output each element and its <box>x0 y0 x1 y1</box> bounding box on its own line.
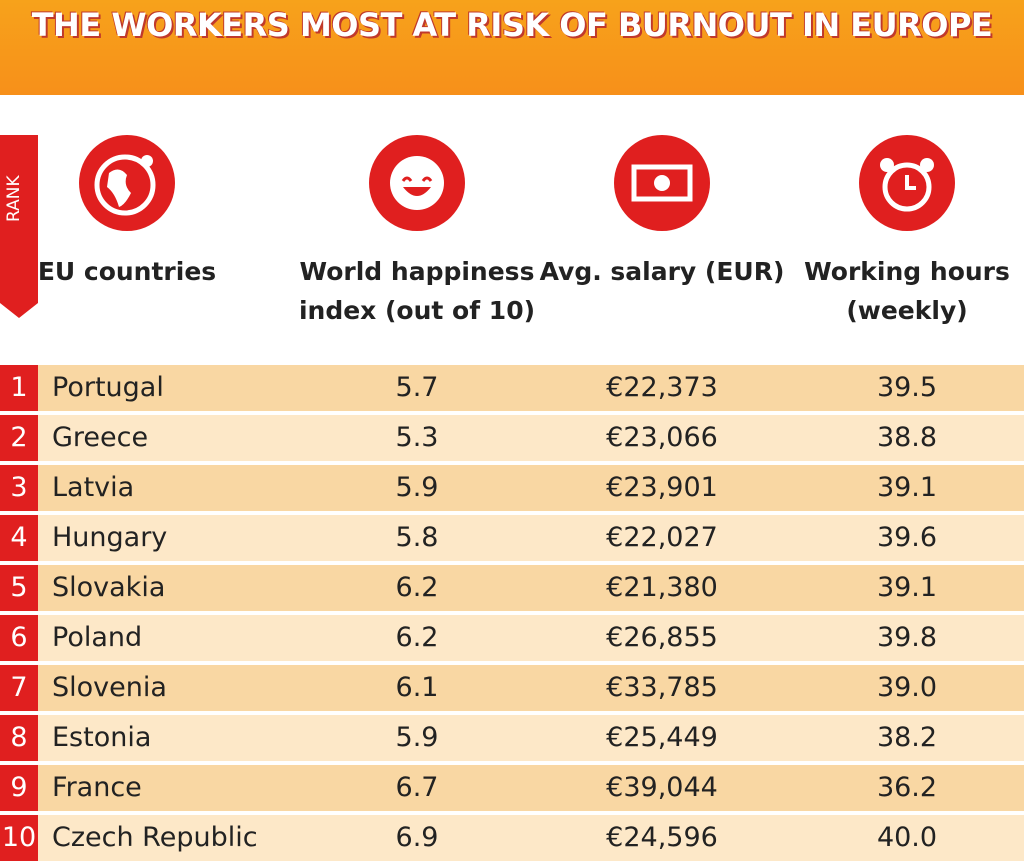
happiness: 5.9 <box>395 722 439 753</box>
country: Latvia <box>52 472 135 503</box>
title: THE WORKERS MOST AT RISK OF BURNOUT IN E… <box>31 6 993 44</box>
header: Working hours (weekly) <box>804 257 1010 325</box>
header: World happiness index (out of 10) <box>298 257 536 325</box>
rank-tab <box>0 135 38 318</box>
rank: 6 <box>0 615 38 661</box>
hours: 36.2 <box>876 772 938 803</box>
happiness: 6.2 <box>395 622 439 653</box>
happiness: 6.2 <box>395 572 439 603</box>
salary: €23,066 <box>606 422 718 453</box>
country: Greece <box>52 422 149 453</box>
happiness: 5.3 <box>395 422 439 453</box>
table-row: 3 Latvia 5.9 €23,901 39.1 <box>0 465 1024 511</box>
happiness: 5.8 <box>395 522 439 553</box>
salary: €39,044 <box>606 772 718 803</box>
hours: 39.5 <box>876 372 938 403</box>
rank-label: RANK <box>4 175 24 222</box>
happiness: 6.1 <box>395 672 439 703</box>
hours: 39.6 <box>876 522 938 553</box>
rank: 5 <box>0 565 38 611</box>
header: EU countries <box>37 257 217 286</box>
rank: 9 <box>0 765 38 811</box>
hours: 39.1 <box>876 572 938 603</box>
hours: 40.0 <box>876 822 938 853</box>
salary: €33,785 <box>606 672 718 703</box>
title-banner <box>0 0 1024 95</box>
smile-icon <box>369 135 465 231</box>
table-row: 4 Hungary 5.8 €22,027 39.6 <box>0 515 1024 561</box>
country: Hungary <box>52 522 168 553</box>
salary: €21,380 <box>606 572 718 603</box>
salary: €24,596 <box>606 822 718 853</box>
happiness: 6.9 <box>395 822 439 853</box>
table-row: 10 Czech Republic 6.9 €24,596 40.0 <box>0 815 1024 861</box>
rank: 2 <box>0 415 38 461</box>
country: Poland <box>52 622 143 653</box>
country: Portugal <box>52 372 164 403</box>
hours: 39.1 <box>876 472 938 503</box>
rank: 1 <box>0 365 38 411</box>
globe-icon <box>79 135 175 231</box>
table-row: 7 Slovenia 6.1 €33,785 39.0 <box>0 665 1024 711</box>
table-row: 9 France 6.7 €39,044 36.2 <box>0 765 1024 811</box>
hours: 39.0 <box>876 672 938 703</box>
salary: €26,855 <box>606 622 718 653</box>
country: Slovenia <box>52 672 167 703</box>
rank: 4 <box>0 515 38 561</box>
table-row: 8 Estonia 5.9 €25,449 38.2 <box>0 715 1024 761</box>
salary: €22,027 <box>606 522 718 553</box>
hours: 38.8 <box>876 422 938 453</box>
header: Avg. salary (EUR) <box>539 257 785 286</box>
rank: 3 <box>0 465 38 511</box>
rank: 7 <box>0 665 38 711</box>
country: Czech Republic <box>52 822 258 853</box>
salary: €25,449 <box>606 722 718 753</box>
country: Estonia <box>52 722 152 753</box>
table-row: 6 Poland 6.2 €26,855 39.8 <box>0 615 1024 661</box>
salary: €22,373 <box>606 372 718 403</box>
rank: 8 <box>0 715 38 761</box>
money-icon <box>614 135 710 231</box>
table-row: 5 Slovakia 6.2 €21,380 39.1 <box>0 565 1024 611</box>
salary: €23,901 <box>606 472 718 503</box>
table-row: 2 Greece 5.3 €23,066 38.8 <box>0 415 1024 461</box>
clock-icon <box>859 135 955 231</box>
hours: 38.2 <box>876 722 938 753</box>
hours: 39.8 <box>876 622 938 653</box>
country: Slovakia <box>52 572 166 603</box>
happiness: 5.9 <box>395 472 439 503</box>
country: France <box>52 772 142 803</box>
happiness: 5.7 <box>395 372 439 403</box>
happiness: 6.7 <box>395 772 439 803</box>
table-row: 1 Portugal 5.7 €22,373 39.5 <box>0 365 1024 411</box>
rank: 10 <box>0 815 38 861</box>
